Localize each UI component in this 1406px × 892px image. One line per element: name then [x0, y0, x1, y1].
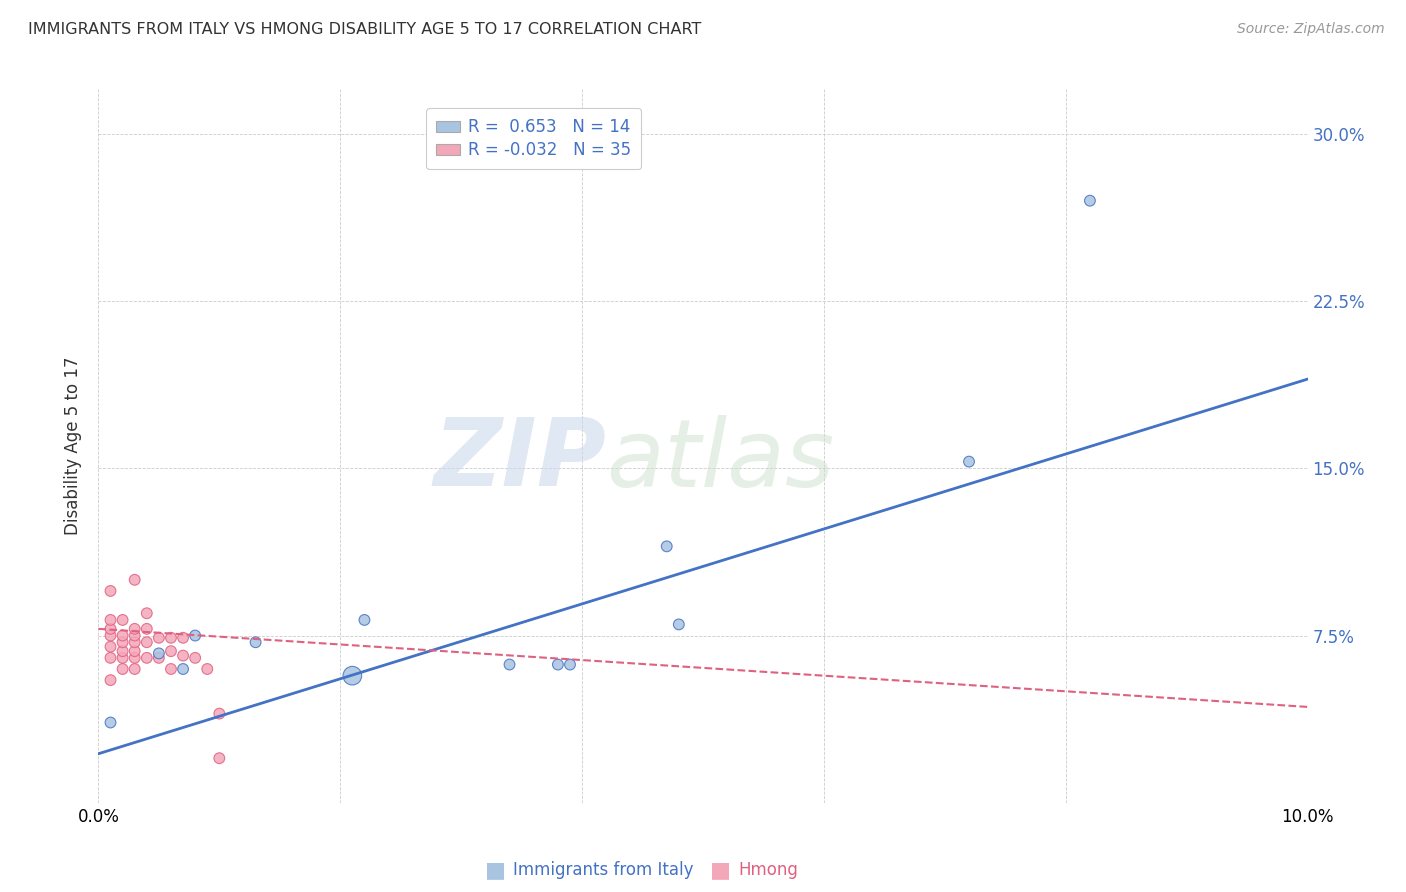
Point [957, 455, 980, 469]
Point [100, 622, 122, 636]
Point [111, 635, 134, 649]
Text: atlas: atlas [606, 415, 835, 506]
Point [124, 573, 146, 587]
Point [172, 662, 194, 676]
Point [111, 613, 134, 627]
Point [135, 635, 157, 649]
Text: ■: ■ [710, 860, 731, 880]
Point [135, 651, 157, 665]
Point [498, 657, 520, 672]
Point [100, 628, 122, 642]
Point [135, 607, 157, 621]
Point [160, 631, 183, 645]
Point [208, 706, 231, 721]
Point [100, 673, 122, 687]
Point [558, 657, 581, 672]
Point [111, 662, 134, 676]
Point [100, 715, 122, 730]
Point [100, 640, 122, 654]
Text: Source: ZipAtlas.com: Source: ZipAtlas.com [1237, 22, 1385, 37]
Point [547, 657, 569, 672]
Point [124, 651, 146, 665]
Point [172, 631, 194, 645]
Point [160, 644, 183, 658]
Point [124, 662, 146, 676]
Point [124, 635, 146, 649]
Y-axis label: Disability Age 5 to 17: Disability Age 5 to 17 [65, 357, 83, 535]
Point [111, 651, 134, 665]
Point [208, 751, 231, 765]
Point [195, 662, 218, 676]
Point [172, 648, 194, 663]
Point [1078, 194, 1101, 208]
Point [184, 651, 207, 665]
Point [124, 628, 146, 642]
Point [111, 644, 134, 658]
Point [124, 622, 146, 636]
Point [148, 651, 170, 665]
Legend: R =  0.653   N = 14, R = -0.032   N = 35: R = 0.653 N = 14, R = -0.032 N = 35 [426, 108, 641, 169]
Point [353, 613, 375, 627]
Point [160, 662, 183, 676]
Text: Immigrants from Italy: Immigrants from Italy [513, 861, 693, 879]
Point [148, 631, 170, 645]
Point [100, 651, 122, 665]
Text: IMMIGRANTS FROM ITALY VS HMONG DISABILITY AGE 5 TO 17 CORRELATION CHART: IMMIGRANTS FROM ITALY VS HMONG DISABILIT… [28, 22, 702, 37]
Point [668, 617, 690, 632]
Point [342, 669, 364, 683]
Point [655, 539, 678, 553]
Point [245, 635, 267, 649]
Point [184, 628, 207, 642]
Point [124, 644, 146, 658]
Point [148, 646, 170, 660]
Text: ■: ■ [485, 860, 506, 880]
Point [100, 613, 122, 627]
Point [100, 583, 122, 598]
Point [111, 628, 134, 642]
Text: ZIP: ZIP [433, 414, 606, 507]
Point [135, 622, 157, 636]
Text: Hmong: Hmong [738, 861, 799, 879]
